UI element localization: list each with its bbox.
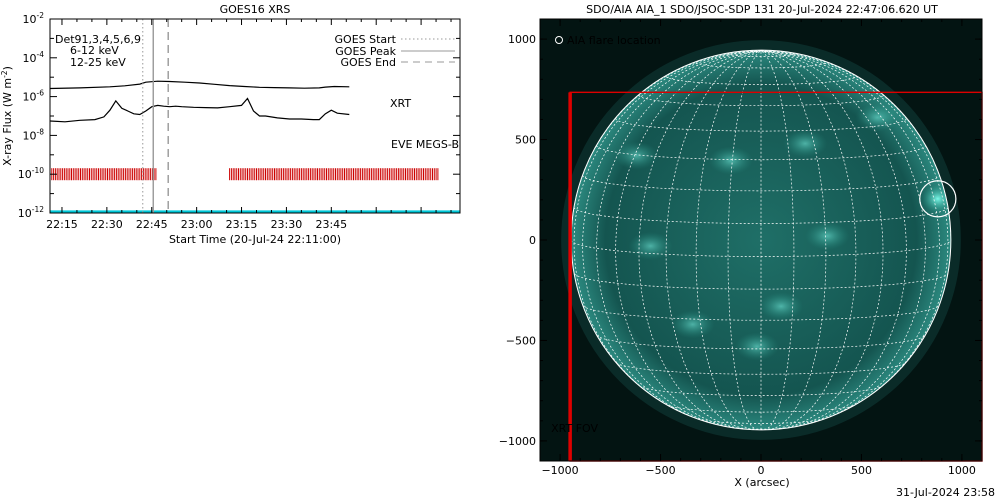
y-tick-label: 10-6: [23, 89, 45, 104]
y-tick-label: 10-12: [18, 205, 44, 220]
eve-annotation: EVE MEGS-B: [391, 138, 459, 151]
latitude-line: [616, 362, 906, 375]
longitude-line: [760, 50, 926, 428]
latitude-line: [582, 305, 940, 321]
y-tick-exponent: -2: [37, 11, 45, 20]
goes-xrs-chart: GOES16 XRS 22:15 22:30 22:45 23:00 23:15 23:3…: [0, 3, 461, 246]
y-tick-exponent: -10: [32, 166, 44, 175]
x-tick-label: 22:30: [91, 218, 123, 231]
y-tick-label: 10-4: [23, 50, 45, 65]
x-tick-label: 1000: [948, 464, 976, 477]
footer-timestamp: 31-Jul-2024 23:58: [896, 486, 995, 499]
y-tick-label: 1000: [508, 33, 536, 46]
y-tick-label: −500: [506, 334, 536, 347]
x-tick-label: 0: [758, 464, 765, 477]
y-tick-label: −1000: [499, 435, 536, 448]
latitude-line: [698, 418, 824, 424]
y-tick-label: 10-8: [23, 127, 45, 142]
legend-goes-peak: GOES Peak: [335, 45, 396, 58]
longitude-line: [665, 50, 762, 430]
x-tick-label: −1000: [541, 464, 578, 477]
xrt-fov-label: XRT FOV: [551, 422, 598, 435]
active-region: [734, 332, 779, 361]
xrt-annotation: XRT: [390, 97, 411, 110]
longitude-line: [760, 50, 940, 425]
y-tick-base: 10: [23, 129, 37, 142]
goes-long-curve: [49, 80, 350, 90]
y-tick-exponent: -6: [37, 89, 45, 98]
y-tick-exponent: -8: [37, 127, 45, 136]
y-tick-label: 10-10: [18, 166, 44, 181]
y-tick-exponent: -4: [37, 50, 45, 59]
x-tick-label: 500: [851, 464, 872, 477]
x-tick-label: 23:00: [181, 218, 213, 231]
chart-title: GOES16 XRS: [220, 3, 291, 16]
latitude-line: [638, 95, 884, 107]
latitude-line: [596, 145, 926, 161]
y-tick-base: 10: [18, 207, 32, 220]
active-regions: [614, 103, 951, 361]
x-tick-label: 23:15: [226, 218, 258, 231]
x-tick-label: 23:45: [315, 218, 347, 231]
channel-label-12-25kev: 12-25 keV: [70, 56, 126, 69]
active-region: [783, 129, 828, 158]
longitude-line: [615, 50, 762, 429]
longitude-line: [760, 50, 827, 430]
active-region: [628, 232, 673, 261]
latitude-line: [667, 404, 855, 413]
latitude-line: [615, 118, 907, 132]
active-region: [614, 141, 659, 170]
y-tick-exponent: -12: [32, 205, 44, 214]
active-region: [855, 103, 900, 132]
x-tick-label: 22:15: [46, 218, 78, 231]
image-title: SDO/AIA AIA_1 SDO/JSOC-SDP 131 20-Jul-20…: [586, 3, 938, 16]
flare-location-marker: [919, 180, 957, 218]
latitude-line: [639, 385, 883, 396]
y-tick-label: 500: [515, 134, 536, 147]
longitude-line: [582, 50, 762, 425]
x-axis-ticks: −1000 −500 0 500 1000: [541, 19, 976, 477]
active-region: [670, 310, 715, 339]
longitude-line: [760, 50, 857, 430]
y-tick-base: 10: [18, 168, 32, 181]
channel-label-det: Det91,3,4,5,6,9: [55, 33, 141, 46]
active-region: [759, 292, 804, 321]
legend: GOES Start GOES Peak GOES End: [335, 33, 455, 69]
x-axis-label: Start Time (20-Jul-24 22:11:00): [169, 233, 341, 246]
longitude-line: [695, 50, 762, 430]
y-tick-label: 0: [529, 234, 536, 247]
y-axis-label: X-ray Flux (W m-2): [0, 66, 14, 166]
y-axis-ticks: 1000 500 0 −500 −1000: [499, 33, 982, 448]
x-axis-label: X (arcsec): [734, 476, 789, 489]
goes-short-curve: [49, 97, 350, 123]
y-tick-label: 10-2: [23, 11, 45, 26]
x-tick-label: −500: [645, 464, 675, 477]
corona-glow: [561, 40, 961, 440]
longitude-line: [638, 50, 762, 430]
y-tick-base: 10: [23, 13, 37, 26]
longitude-line: [596, 50, 762, 428]
xrt-coverage-band: [49, 168, 439, 181]
longitude-line: [760, 50, 907, 429]
flare-legend-label: AIA flare location: [567, 34, 661, 47]
active-region: [708, 146, 753, 175]
y-tick-base: 10: [23, 52, 37, 65]
x-tick-label: 22:45: [136, 218, 168, 231]
flare-legend-icon: [555, 36, 563, 44]
x-axis-ticks: 22:15 22:30 22:45 23:00 23:15 23:30 23:45: [46, 19, 452, 231]
legend-goes-start: GOES Start: [335, 33, 397, 46]
longitude-line: [760, 50, 884, 430]
channel-label-6-12kev: 6-12 keV: [70, 44, 119, 57]
x-tick-label: 23:30: [271, 218, 303, 231]
y-tick-base: 10: [23, 91, 37, 104]
legend-goes-end: GOES End: [340, 56, 396, 69]
latitude-line: [573, 207, 949, 224]
aia-image-panel: SDO/AIA AIA_1 SDO/JSOC-SDP 131 20-Jul-20…: [499, 3, 983, 489]
active-region: [805, 221, 850, 250]
